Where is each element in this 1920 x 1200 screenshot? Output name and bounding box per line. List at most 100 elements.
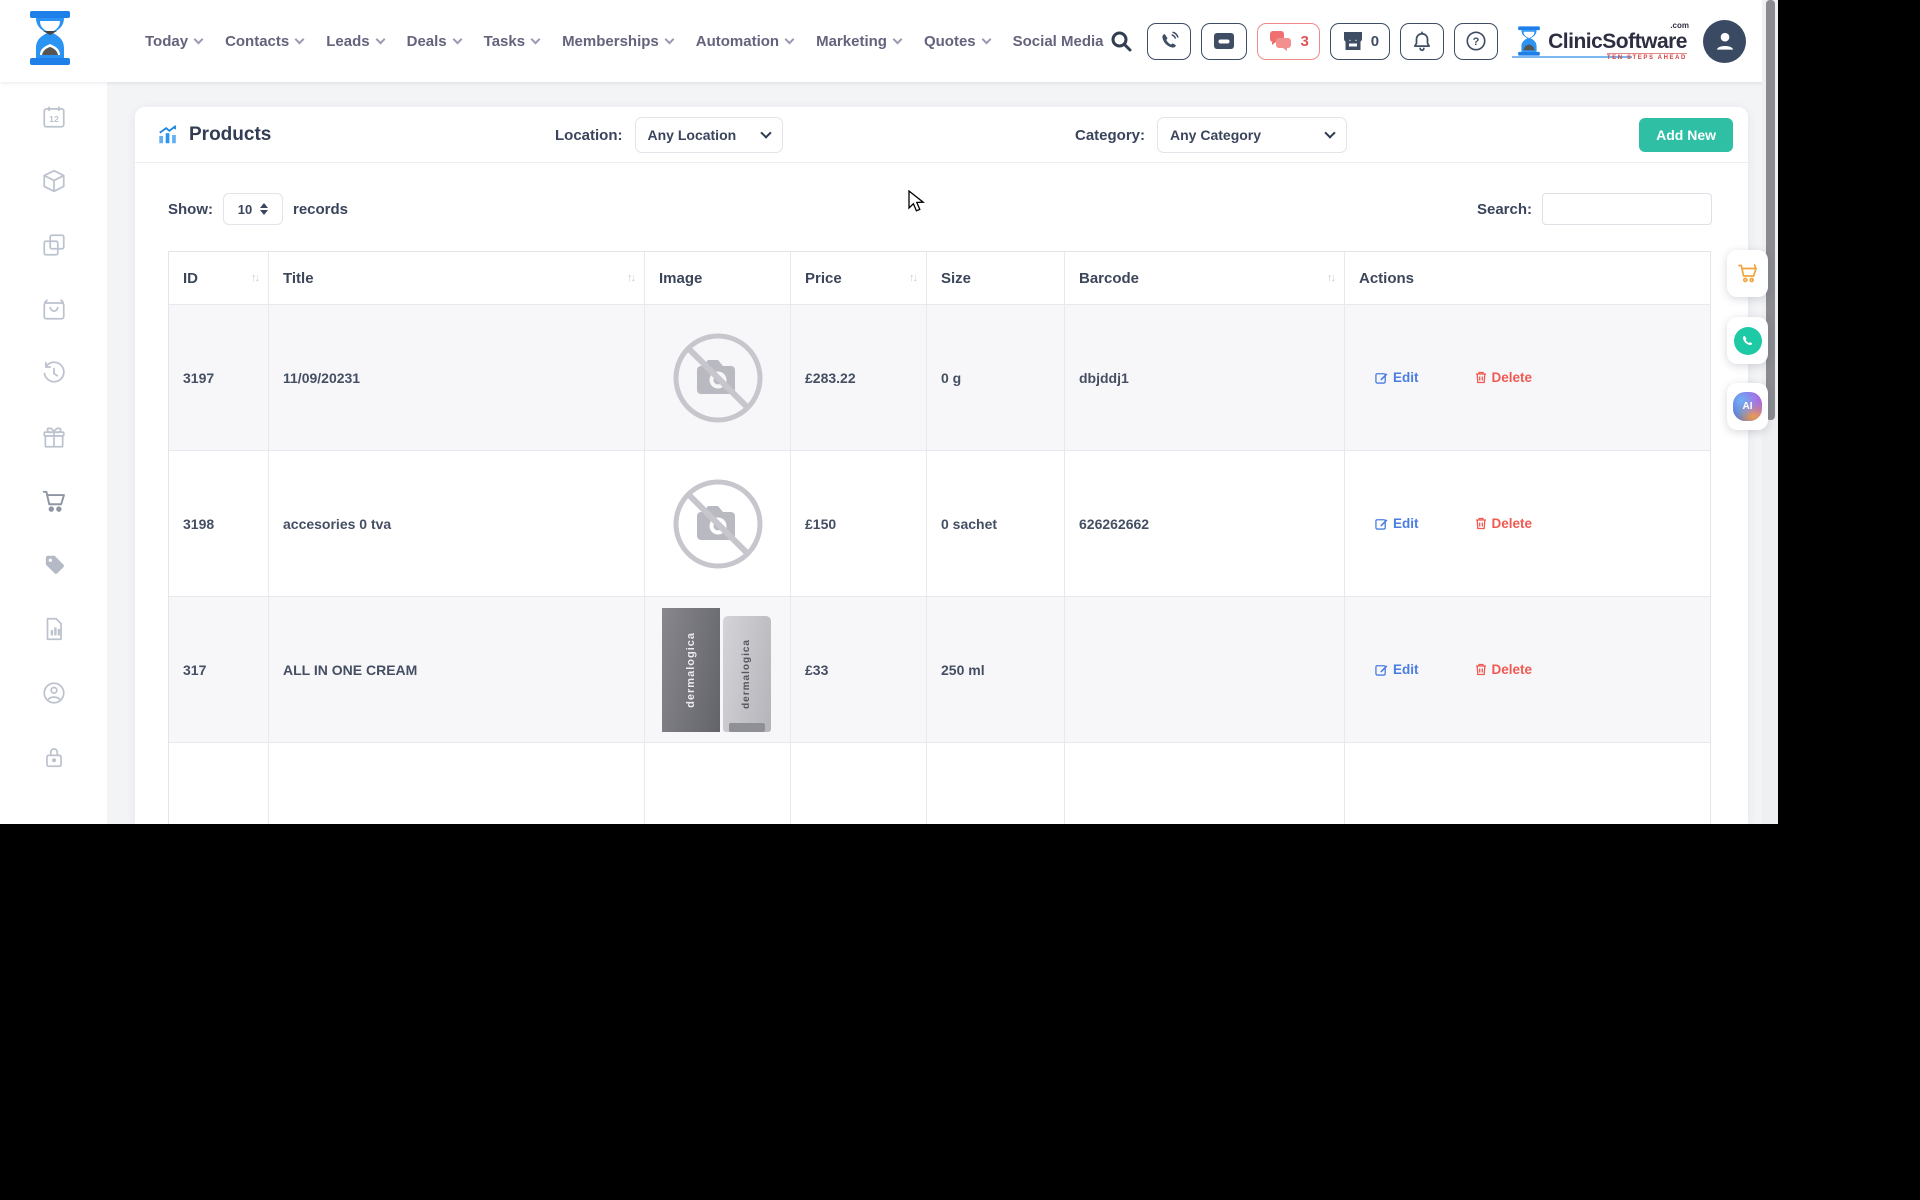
notifications-button[interactable] bbox=[1400, 22, 1445, 60]
cell-size: 0 g bbox=[927, 305, 1065, 450]
nav-tasks[interactable]: Tasks bbox=[484, 33, 541, 50]
delete-link[interactable]: Delete bbox=[1475, 370, 1532, 385]
store-button[interactable]: 0 bbox=[1329, 22, 1391, 60]
edit-link[interactable]: Edit bbox=[1375, 370, 1419, 385]
table-row: 3198 accesories 0 tva £150 0 sachet 6262… bbox=[169, 450, 1710, 596]
app-logo-hourglass-icon[interactable] bbox=[26, 9, 74, 72]
col-header-barcode[interactable]: Barcode ↑↓ bbox=[1065, 252, 1345, 304]
trash-icon bbox=[1475, 517, 1486, 530]
col-header-title[interactable]: Title ↑↓ bbox=[269, 252, 645, 304]
sidebar-item-duplicates[interactable] bbox=[40, 232, 68, 258]
pencil-icon bbox=[1375, 519, 1388, 530]
clinicsoftware-logo: ClinicSoftware .com TEN STEPS AHEAD bbox=[1512, 21, 1689, 61]
cell-image: dermalogica dermalogica bbox=[645, 597, 791, 742]
inbox-icon bbox=[1214, 33, 1235, 49]
page-title: Products bbox=[157, 107, 271, 163]
brand-name: ClinicSoftware .com TEN STEPS AHEAD bbox=[1512, 21, 1689, 61]
cell-actions: Edit Delete bbox=[1345, 743, 1710, 824]
user-avatar[interactable] bbox=[1703, 19, 1746, 63]
sidebar-item-security[interactable] bbox=[40, 744, 68, 770]
delete-link[interactable]: Delete bbox=[1475, 662, 1532, 677]
category-filter: Category: Any Category bbox=[1075, 117, 1348, 153]
cell-actions: Edit Delete bbox=[1345, 305, 1710, 450]
nav-memberships[interactable]: Memberships bbox=[562, 33, 675, 50]
chat-button[interactable]: 3 bbox=[1257, 22, 1320, 60]
user-circle-icon bbox=[42, 682, 65, 704]
sidebar-item-cart[interactable] bbox=[40, 488, 68, 514]
product-photo: dermalogica dermalogica bbox=[661, 607, 774, 732]
inbox-button[interactable] bbox=[1201, 22, 1248, 60]
cell-id: 3197 bbox=[169, 305, 269, 450]
table-row: 347 Beauty Cream Dearmalogica dermalogic… bbox=[169, 742, 1710, 824]
floating-cart-button[interactable] bbox=[1727, 250, 1768, 297]
sidebar-item-calendar[interactable]: 12 bbox=[40, 104, 68, 130]
cell-image bbox=[645, 305, 791, 450]
sort-icon[interactable]: ↑↓ bbox=[627, 272, 636, 284]
cell-id: 347 bbox=[169, 743, 269, 824]
table-row: 3197 11/09/20231 £283.22 0 g dbjddj1 bbox=[169, 304, 1710, 450]
sort-icon[interactable]: ↑↓ bbox=[251, 272, 260, 284]
category-select[interactable]: Any Category bbox=[1157, 117, 1348, 153]
scrollbar-track[interactable] bbox=[1762, 0, 1778, 824]
cart-icon bbox=[1737, 263, 1757, 282]
search-input[interactable] bbox=[1542, 193, 1712, 225]
phone-icon bbox=[1162, 31, 1179, 48]
sidebar-item-clients[interactable] bbox=[40, 680, 68, 706]
cell-actions: Edit Delete bbox=[1345, 597, 1710, 742]
sidebar-item-pricing[interactable] bbox=[40, 552, 68, 578]
cell-price: £100 bbox=[791, 743, 927, 824]
sidebar-item-gifts[interactable] bbox=[40, 424, 68, 450]
copy-icon bbox=[42, 234, 65, 256]
cell-barcode: 626262662 bbox=[1065, 451, 1345, 596]
edit-link[interactable]: Edit bbox=[1375, 662, 1419, 677]
cell-title: 11/09/20231 bbox=[269, 305, 645, 450]
location-filter: Location: Any Location bbox=[555, 117, 783, 153]
cart-icon bbox=[42, 490, 65, 512]
floating-ai-button[interactable]: AI bbox=[1727, 383, 1768, 430]
sort-icon[interactable]: ↑↓ bbox=[1327, 272, 1336, 284]
records-per-page-select[interactable]: 10 bbox=[223, 193, 283, 225]
table-controls: Show: 10 records Search: bbox=[135, 163, 1748, 251]
nav-leads[interactable]: Leads bbox=[326, 33, 386, 50]
nav-quotes[interactable]: Quotes bbox=[924, 33, 992, 50]
floating-whatsapp-button[interactable] bbox=[1727, 317, 1768, 364]
nav-automation[interactable]: Automation bbox=[696, 33, 795, 50]
help-button[interactable]: ? bbox=[1454, 22, 1499, 60]
nav-marketing[interactable]: Marketing bbox=[816, 33, 903, 50]
col-header-price[interactable]: Price ↑↓ bbox=[791, 252, 927, 304]
search-icon[interactable] bbox=[1109, 29, 1133, 53]
chart-icon bbox=[159, 125, 177, 144]
chat-bubbles-icon bbox=[1270, 31, 1292, 51]
person-icon bbox=[1716, 32, 1733, 50]
app-window: Today Contacts Leads Deals Tasks Members… bbox=[0, 0, 1778, 824]
chevron-down-icon bbox=[375, 34, 386, 44]
scrollbar-thumb[interactable] bbox=[1766, 0, 1775, 420]
sidebar-item-reports[interactable] bbox=[40, 616, 68, 642]
cube-icon bbox=[42, 169, 65, 193]
nav-contacts[interactable]: Contacts bbox=[225, 33, 305, 50]
edit-link[interactable]: Edit bbox=[1375, 516, 1419, 531]
delete-link[interactable]: Delete bbox=[1475, 516, 1532, 531]
sidebar-item-history[interactable] bbox=[40, 360, 68, 386]
topbar-actions: 3 0 ? bbox=[1109, 0, 1746, 82]
add-new-button[interactable]: Add New bbox=[1639, 118, 1733, 152]
brand-suffix: .com bbox=[1670, 20, 1689, 30]
show-label: Show: bbox=[168, 200, 213, 218]
report-icon bbox=[46, 617, 62, 641]
lock-icon bbox=[45, 748, 62, 768]
pencil-icon bbox=[1375, 373, 1388, 384]
chevron-down-icon bbox=[452, 34, 463, 44]
sidebar-item-orders[interactable] bbox=[40, 296, 68, 322]
col-header-id[interactable]: ID ↑↓ bbox=[169, 252, 269, 304]
sort-icon[interactable]: ↑↓ bbox=[909, 272, 918, 284]
phone-button[interactable] bbox=[1147, 22, 1192, 60]
location-select[interactable]: Any Location bbox=[634, 117, 783, 153]
nav-today[interactable]: Today bbox=[145, 33, 204, 50]
nav-social-media[interactable]: Social Media bbox=[1012, 32, 1104, 50]
cell-title: accesories 0 tva bbox=[269, 451, 645, 596]
cell-image: dermalogica bbox=[645, 743, 791, 824]
no-image-icon bbox=[673, 333, 762, 422]
sidebar-item-products[interactable] bbox=[40, 168, 68, 194]
nav-deals[interactable]: Deals bbox=[407, 33, 463, 50]
products-panel-header: Products Location: Any Location Category… bbox=[135, 107, 1748, 163]
